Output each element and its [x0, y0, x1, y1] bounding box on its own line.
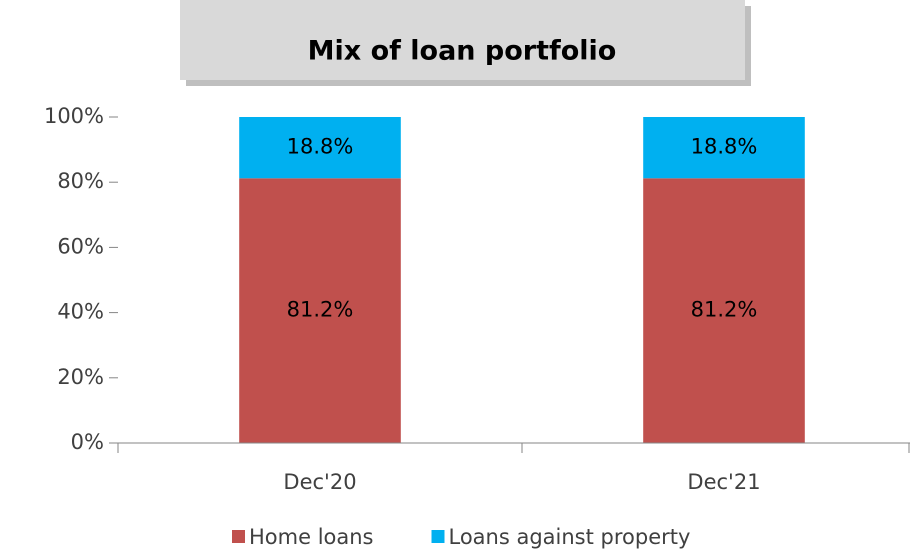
bar-segment [239, 178, 401, 443]
data-label: 81.2% [287, 298, 354, 322]
legend-swatch [431, 530, 445, 543]
y-tick-label: 0% [71, 430, 104, 454]
x-tick-label: Dec'21 [687, 470, 760, 494]
bar-segment [239, 117, 401, 179]
legend-label: Loans against property [449, 525, 691, 549]
title-box [180, 0, 745, 80]
chart-title: Mix of loan portfolio [308, 36, 617, 67]
y-tick-label: 40% [57, 300, 104, 324]
y-tick-label: 80% [57, 169, 104, 193]
x-tick-label: Dec'20 [283, 470, 356, 494]
y-tick-label: 60% [57, 234, 104, 258]
data-label: 18.8% [691, 135, 758, 159]
bar-segment [643, 178, 805, 443]
data-label: 18.8% [287, 135, 354, 159]
data-label: 81.2% [691, 298, 758, 322]
legend-label: Home loans [249, 525, 374, 549]
y-tick-label: 20% [57, 365, 104, 389]
y-tick-label: 100% [44, 104, 104, 128]
legend-swatch [232, 530, 245, 543]
bar-segment [643, 117, 805, 179]
